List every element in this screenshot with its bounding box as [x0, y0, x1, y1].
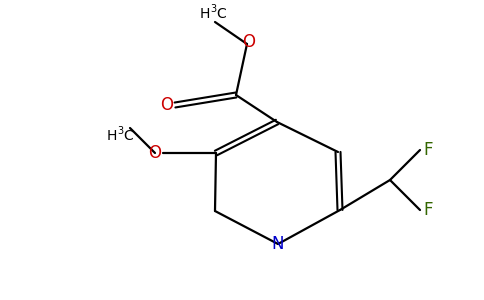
Text: C: C [216, 7, 226, 21]
Text: O: O [242, 33, 256, 51]
Text: N: N [272, 235, 284, 253]
Text: O: O [161, 96, 173, 114]
Text: 3: 3 [117, 126, 123, 136]
Text: F: F [423, 201, 433, 219]
Text: H: H [200, 7, 210, 21]
Text: C: C [123, 129, 133, 143]
Text: F: F [423, 141, 433, 159]
Text: H: H [107, 129, 117, 143]
Text: 3: 3 [210, 4, 216, 14]
Text: O: O [149, 144, 162, 162]
